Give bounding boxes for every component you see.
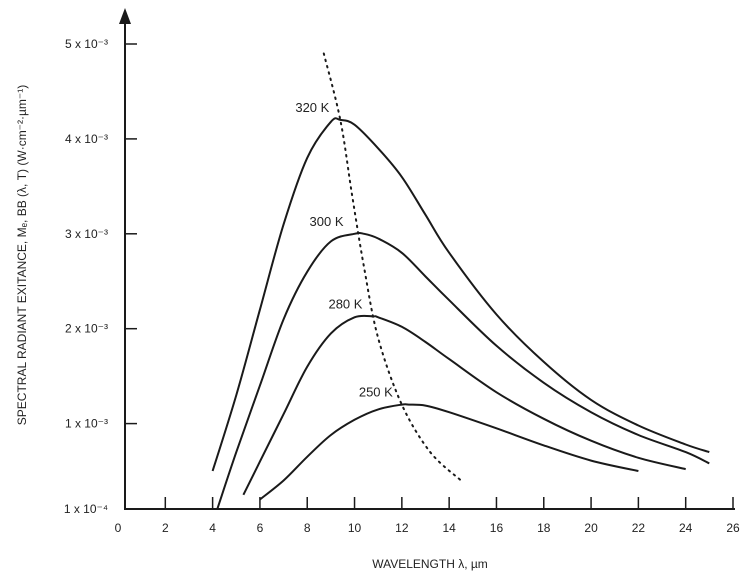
x-ticks: 0 2 4 6 8 10 12 14 16 18 20 22 24 26 xyxy=(115,497,740,535)
series-line-300k xyxy=(216,232,710,510)
x-tick-label-8: 8 xyxy=(304,521,311,535)
y-tick-label-2: 2 x 10⁻³ xyxy=(65,322,108,336)
y-ticks: 1 x 10⁻⁴ 1 x 10⁻³ 2 x 10⁻³ 3 x 10⁻³ 4 x 10⁻³… xyxy=(64,37,137,516)
x-tick-label-24: 24 xyxy=(679,521,693,535)
peak-locus-dotted-line xyxy=(322,52,462,482)
x-tick-label-14: 14 xyxy=(442,521,456,535)
series-layer: 320 K 300 K 280 K 250 K xyxy=(211,100,710,510)
peak-locus-layer xyxy=(322,52,462,482)
axes xyxy=(119,8,735,510)
series-line-280k xyxy=(242,314,686,496)
x-tick-label-10: 10 xyxy=(348,521,362,535)
y-axis-arrow-icon xyxy=(119,8,131,24)
x-axis-title: WAVELENGTH λ, µm xyxy=(372,557,488,571)
y-tick-label-0: 1 x 10⁻⁴ xyxy=(64,502,108,516)
y-axis-title: SPECTRAL RADIANT EXITANCE, Mₑ, BB (λ, T)… xyxy=(15,85,29,425)
x-tick-label-20: 20 xyxy=(584,521,598,535)
y-tick-label-5: 5 x 10⁻³ xyxy=(65,37,108,51)
x-tick-label-4: 4 xyxy=(209,521,216,535)
series-label-300k: 300 K xyxy=(310,214,344,229)
x-tick-label-22: 22 xyxy=(632,521,646,535)
x-tick-label-26: 26 xyxy=(726,521,740,535)
y-tick-label-4: 4 x 10⁻³ xyxy=(65,132,108,146)
series-label-320k: 320 K xyxy=(295,100,329,115)
x-tick-label-6: 6 xyxy=(257,521,264,535)
y-tick-label-3: 3 x 10⁻³ xyxy=(65,227,108,241)
x-tick-label-16: 16 xyxy=(490,521,504,535)
series-label-250k: 250 K xyxy=(359,385,393,400)
series-label-280k: 280 K xyxy=(328,296,362,311)
x-tick-label-2: 2 xyxy=(162,521,169,535)
x-tick-label-18: 18 xyxy=(537,521,551,535)
series-line-320k xyxy=(211,117,710,472)
x-tick-label-0: 0 xyxy=(115,521,122,535)
y-tick-label-1: 1 x 10⁻³ xyxy=(65,417,108,431)
series-line-250k xyxy=(259,403,639,501)
x-tick-label-12: 12 xyxy=(395,521,409,535)
